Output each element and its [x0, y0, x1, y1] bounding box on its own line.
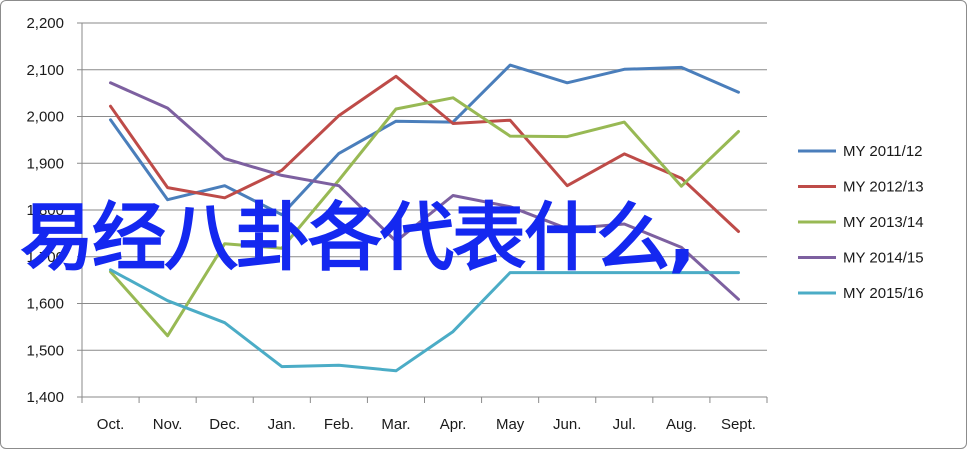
x-tick-label: Dec.: [209, 416, 240, 433]
legend-label: MY 2011/12: [843, 143, 923, 160]
x-tick-label: Apr.: [440, 416, 467, 433]
legend-label: MY 2013/14: [843, 214, 924, 231]
y-tick-label: 1,900: [26, 155, 64, 172]
y-tick-label: 2,100: [26, 62, 64, 79]
x-tick-label: Jun.: [553, 416, 581, 433]
y-tick-label: 2,200: [26, 15, 64, 32]
y-tick-label: 1,800: [26, 202, 64, 219]
x-tick-label: Sept.: [721, 416, 756, 433]
y-tick-label: 1,400: [26, 389, 64, 406]
legend-label: MY 2014/15: [843, 250, 924, 267]
x-tick-label: Jul.: [613, 416, 636, 433]
series-line-4: [109, 81, 740, 301]
series-line-2: [109, 74, 740, 233]
legend-label: MY 2012/13: [843, 179, 924, 196]
x-tick-label: Jan.: [268, 416, 296, 433]
x-tick-label: Nov.: [153, 416, 183, 433]
y-tick-label: 1,700: [26, 249, 64, 266]
y-tick-label: 1,600: [26, 296, 64, 313]
series-line-5: [109, 268, 740, 373]
y-tick-label: 1,500: [26, 342, 64, 359]
series-line-3: [109, 96, 740, 338]
x-tick-label: Aug.: [666, 416, 697, 433]
x-tick-label: Mar.: [381, 416, 410, 433]
x-tick-label: May: [496, 416, 525, 433]
series-line-1: [109, 63, 740, 217]
x-tick-label: Oct.: [97, 416, 125, 433]
overlay-title: 易经八卦各代表什么,: [20, 195, 696, 281]
x-tick-label: Feb.: [324, 416, 354, 433]
legend-label: MY 2015/16: [843, 285, 924, 302]
y-tick-label: 2,000: [26, 109, 64, 126]
